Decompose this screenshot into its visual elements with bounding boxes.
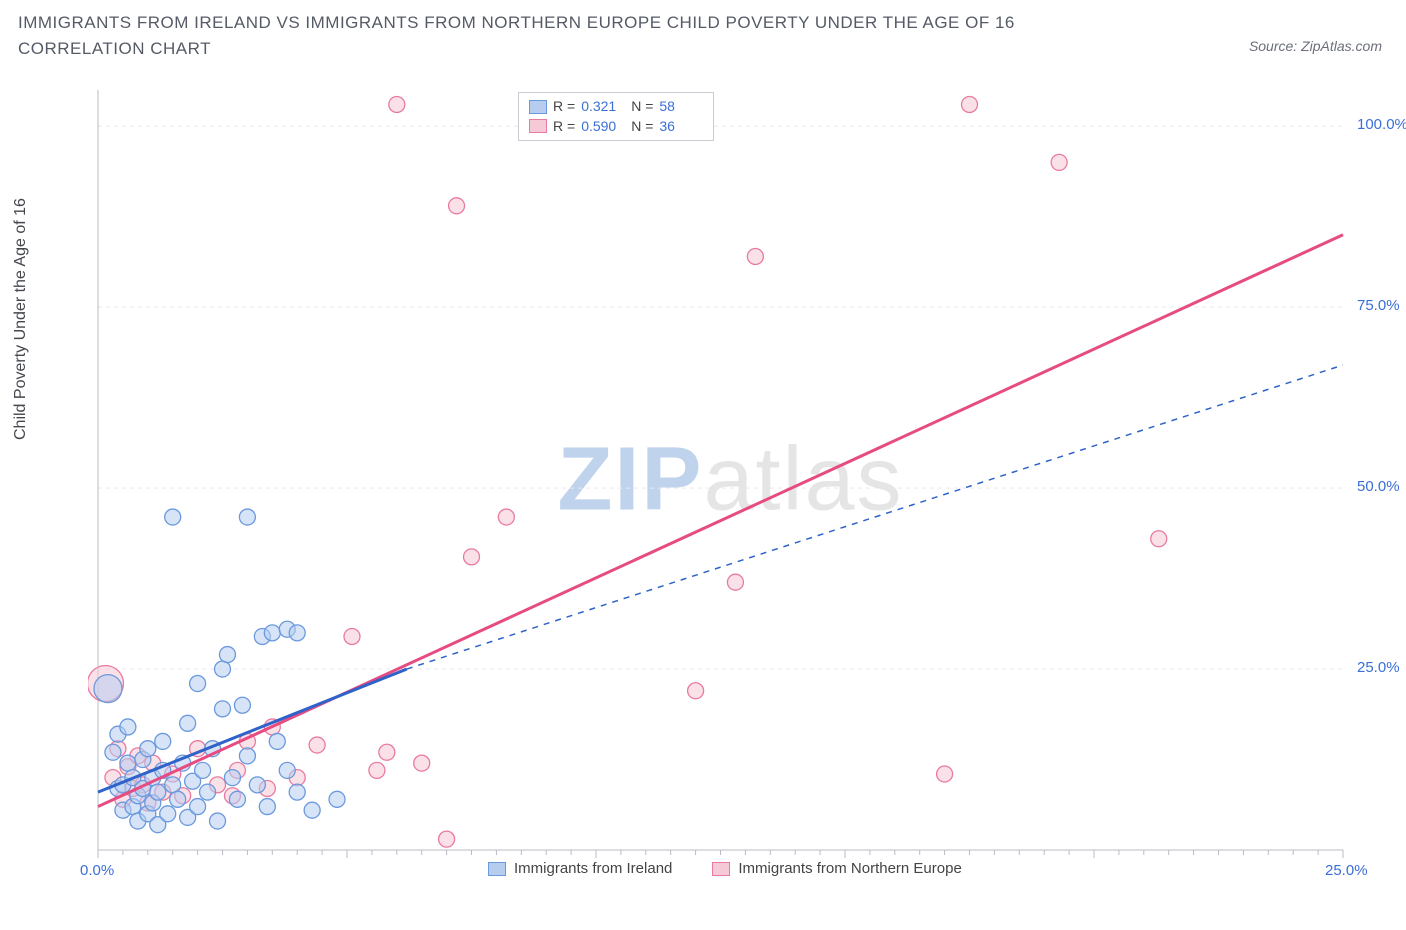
legend-swatch-ireland <box>488 862 506 876</box>
legend-r-value: 0.321 <box>581 97 625 117</box>
source-label: Source: ZipAtlas.com <box>1249 38 1382 54</box>
series-legend-item: Immigrants from Northern Europe <box>712 860 961 877</box>
axis-tick-label: 50.0% <box>1357 478 1400 495</box>
axis-tick-label: 0.0% <box>80 862 114 879</box>
legend-swatch-neurope <box>529 119 547 133</box>
y-axis-title: Child Poverty Under the Age of 16 <box>12 198 30 440</box>
stats-legend: R = 0.321 N = 58 R = 0.590 N = 36 <box>518 92 714 141</box>
axis-tick-label: 100.0% <box>1357 116 1406 133</box>
axis-tick-label: 25.0% <box>1325 862 1368 879</box>
legend-r-label: R = <box>553 117 575 137</box>
legend-r-label: R = <box>553 97 575 117</box>
plot-svg <box>88 80 1373 880</box>
chart-title: IMMIGRANTS FROM IRELAND VS IMMIGRANTS FR… <box>18 10 1146 61</box>
legend-swatch-ireland <box>529 100 547 114</box>
stats-legend-row: R = 0.321 N = 58 <box>529 97 703 117</box>
scatter-plot: ZIPatlas R = 0.321 N = 58 R = 0.590 N = … <box>88 80 1373 880</box>
legend-n-label: N = <box>631 97 653 117</box>
legend-swatch-neurope <box>712 862 730 876</box>
legend-n-value: 36 <box>659 117 703 137</box>
series-legend-item: Immigrants from Ireland <box>488 860 672 877</box>
series-legend: Immigrants from Ireland Immigrants from … <box>488 860 962 877</box>
series-name: Immigrants from Ireland <box>514 860 672 877</box>
stats-legend-row: R = 0.590 N = 36 <box>529 117 703 137</box>
series-name: Immigrants from Northern Europe <box>738 860 961 877</box>
axis-tick-label: 25.0% <box>1357 659 1400 676</box>
legend-r-value: 0.590 <box>581 117 625 137</box>
legend-n-value: 58 <box>659 97 703 117</box>
legend-n-label: N = <box>631 117 653 137</box>
axis-tick-label: 75.0% <box>1357 297 1400 314</box>
